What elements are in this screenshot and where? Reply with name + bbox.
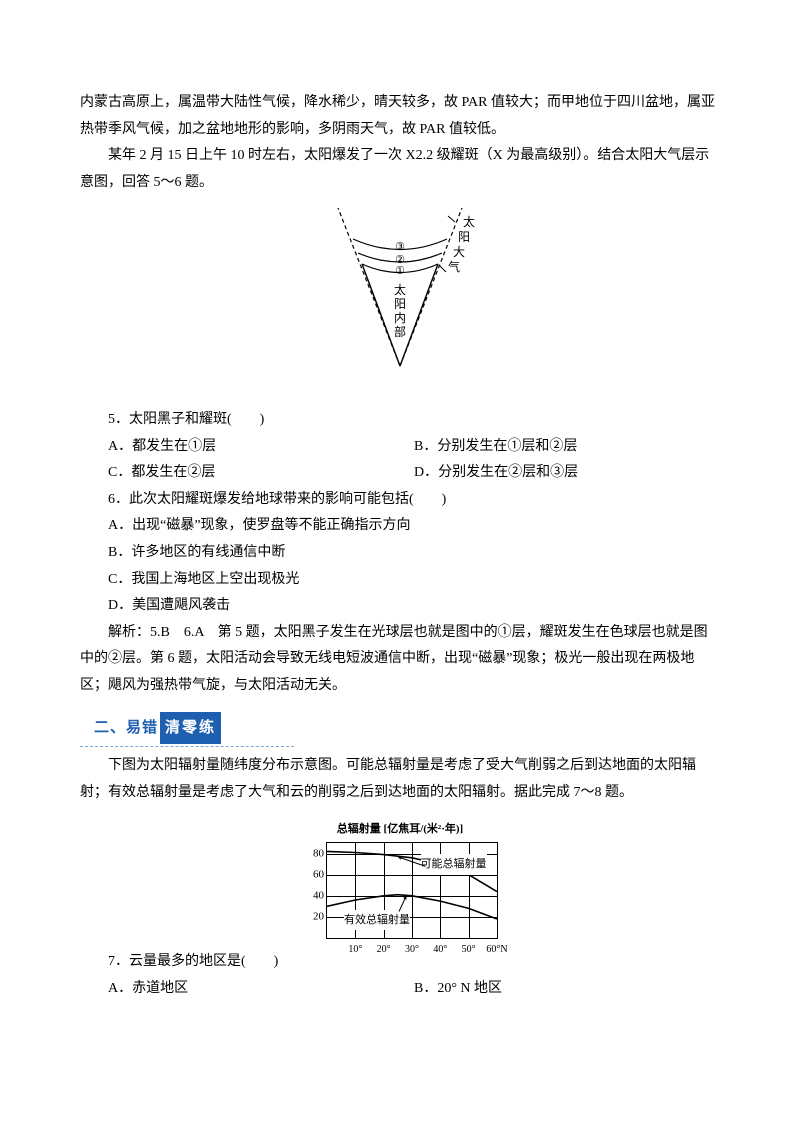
svg-text:阳: 阳	[394, 297, 406, 311]
intro-paragraph-1: 内蒙古高原上，属温带大陆性气候，降水稀少，晴天较多，故 PAR 值较大；而甲地位…	[80, 90, 720, 143]
q6-opt-c: C．我国上海地区上空出现极光	[80, 567, 720, 594]
q5-opt-b: B．分别发生在①层和②层	[414, 434, 720, 461]
q7-stem: 7．云量最多的地区是( )	[80, 949, 720, 976]
q7-opt-b: B．20° N 地区	[414, 976, 720, 1003]
intro-paragraph-2: 某年 2 月 15 日上午 10 时左右，太阳爆发了一次 X2.2 级耀斑（X …	[80, 143, 720, 196]
radiation-chart: 总辐射量 [亿焦耳/(米²·年)] 2040608010°20°30°40°50…	[80, 816, 720, 939]
section-2-header: 二、易错 清零练	[80, 712, 294, 748]
svg-text:①: ①	[395, 265, 405, 277]
svg-text:部: 部	[394, 324, 406, 339]
svg-text:太: 太	[463, 214, 475, 229]
q7-opt-a: A．赤道地区	[108, 976, 414, 1003]
q5-stem: 5．太阳黑子和耀斑( )	[80, 407, 720, 434]
q6-opt-d: D．美国遭飓风袭击	[80, 593, 720, 620]
svg-text:太: 太	[394, 282, 406, 297]
q6-stem: 6．此次太阳耀斑爆发给地球带来的影响可能包括( )	[80, 487, 720, 514]
q6-opt-a: A．出现“磁暴”现象，使罗盘等不能正确指示方向	[80, 513, 720, 540]
q5-opt-c: C．都发生在②层	[108, 460, 414, 487]
q5-opt-d: D．分别发生在②层和③层	[414, 460, 720, 487]
svg-text:阳: 阳	[458, 230, 470, 244]
sun-atmosphere-diagram: ③ ② ① 太 阳 内 部 太 阳 大 气	[80, 206, 720, 397]
chart-title: 总辐射量 [亿焦耳/(米²·年)]	[302, 819, 498, 840]
svg-text:大: 大	[453, 245, 465, 259]
chart-plot-area: 2040608010°20°30°40°50°60°N可能总辐射量有效总辐射量	[326, 842, 498, 939]
q5-row1: A．都发生在①层 B．分别发生在①层和②层	[80, 434, 720, 461]
svg-text:气: 气	[448, 259, 460, 274]
section-2-lead: 二、易错	[94, 714, 158, 743]
svg-text:③: ③	[395, 241, 405, 253]
q6-opt-b: B．许多地区的有线通信中断	[80, 540, 720, 567]
intro-paragraph-3: 下图为太阳辐射量随纬度分布示意图。可能总辐射量是考虑了受大气削弱之后到达地面的太…	[80, 753, 720, 806]
svg-text:内: 内	[394, 311, 406, 325]
q5-opt-a: A．都发生在①层	[108, 434, 414, 461]
q5-row2: C．都发生在②层 D．分别发生在②层和③层	[80, 460, 720, 487]
explanation-5-6: 解析：5.B 6.A 第 5 题，太阳黑子发生在光球层也就是图中的①层，耀斑发生…	[80, 620, 720, 700]
page-content: 内蒙古高原上，属温带大陆性气候，降水稀少，晴天较多，故 PAR 值较大；而甲地位…	[0, 0, 800, 1042]
section-2-box: 清零练	[160, 712, 221, 745]
q7-row1: A．赤道地区 B．20° N 地区	[80, 976, 720, 1003]
